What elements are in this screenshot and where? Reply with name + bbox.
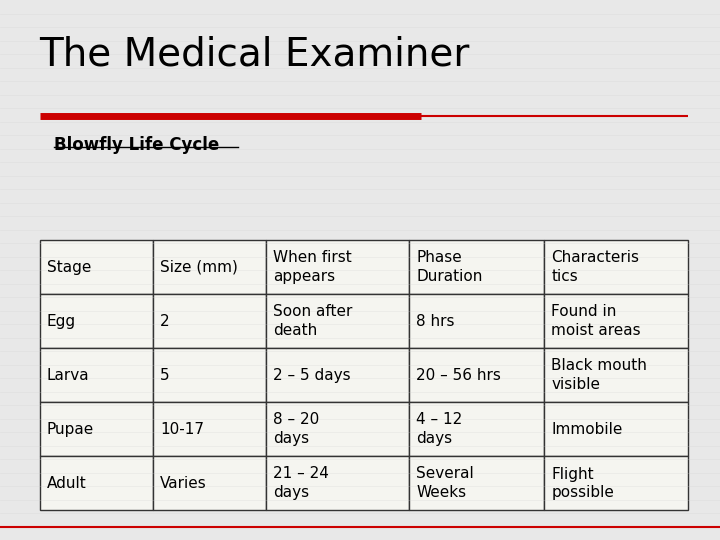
Bar [266,402,409,456]
Text: 8 – 20
days: 8 – 20 days [273,413,319,446]
Bar [544,240,688,294]
Bar [40,402,153,456]
Text: 2: 2 [160,314,169,329]
Text: Blowfly Life Cycle: Blowfly Life Cycle [54,136,220,154]
Bar [266,240,409,294]
Text: Stage: Stage [47,260,91,275]
Text: Several
Weeks: Several Weeks [416,467,474,500]
Bar [266,348,409,402]
Bar [409,456,544,510]
Text: Phase
Duration: Phase Duration [416,251,483,284]
Text: 21 – 24
days: 21 – 24 days [273,467,329,500]
Text: Flight
possible: Flight possible [552,467,614,500]
Text: Black mouth
visible: Black mouth visible [552,359,647,392]
Bar [409,294,544,348]
Text: 8 hrs: 8 hrs [416,314,455,329]
Bar [544,348,688,402]
Bar [153,348,266,402]
Bar [153,294,266,348]
Text: When first
appears: When first appears [273,251,351,284]
Text: The Medical Examiner: The Medical Examiner [40,35,470,73]
Text: 5: 5 [160,368,169,383]
Bar [544,294,688,348]
Bar [409,240,544,294]
Text: Varies: Varies [160,476,207,491]
Text: 2 – 5 days: 2 – 5 days [273,368,351,383]
Text: Larva: Larva [47,368,89,383]
Text: Pupae: Pupae [47,422,94,437]
Bar [153,402,266,456]
Bar [544,402,688,456]
Bar [409,402,544,456]
Bar [266,456,409,510]
Text: 10-17: 10-17 [160,422,204,437]
Bar [409,348,544,402]
Text: Soon after
death: Soon after death [273,305,352,338]
Text: Size (mm): Size (mm) [160,260,238,275]
Text: Adult: Adult [47,476,86,491]
Text: Characteris
tics: Characteris tics [552,251,639,284]
Bar [266,294,409,348]
Bar [40,294,153,348]
Bar [153,456,266,510]
Bar [40,348,153,402]
Text: Found in
moist areas: Found in moist areas [552,305,641,338]
Text: 4 – 12
days: 4 – 12 days [416,413,463,446]
Bar [544,456,688,510]
Text: Immobile: Immobile [552,422,623,437]
Text: Egg: Egg [47,314,76,329]
Text: 20 – 56 hrs: 20 – 56 hrs [416,368,501,383]
Bar [153,240,266,294]
Bar [40,456,153,510]
Bar [40,240,153,294]
